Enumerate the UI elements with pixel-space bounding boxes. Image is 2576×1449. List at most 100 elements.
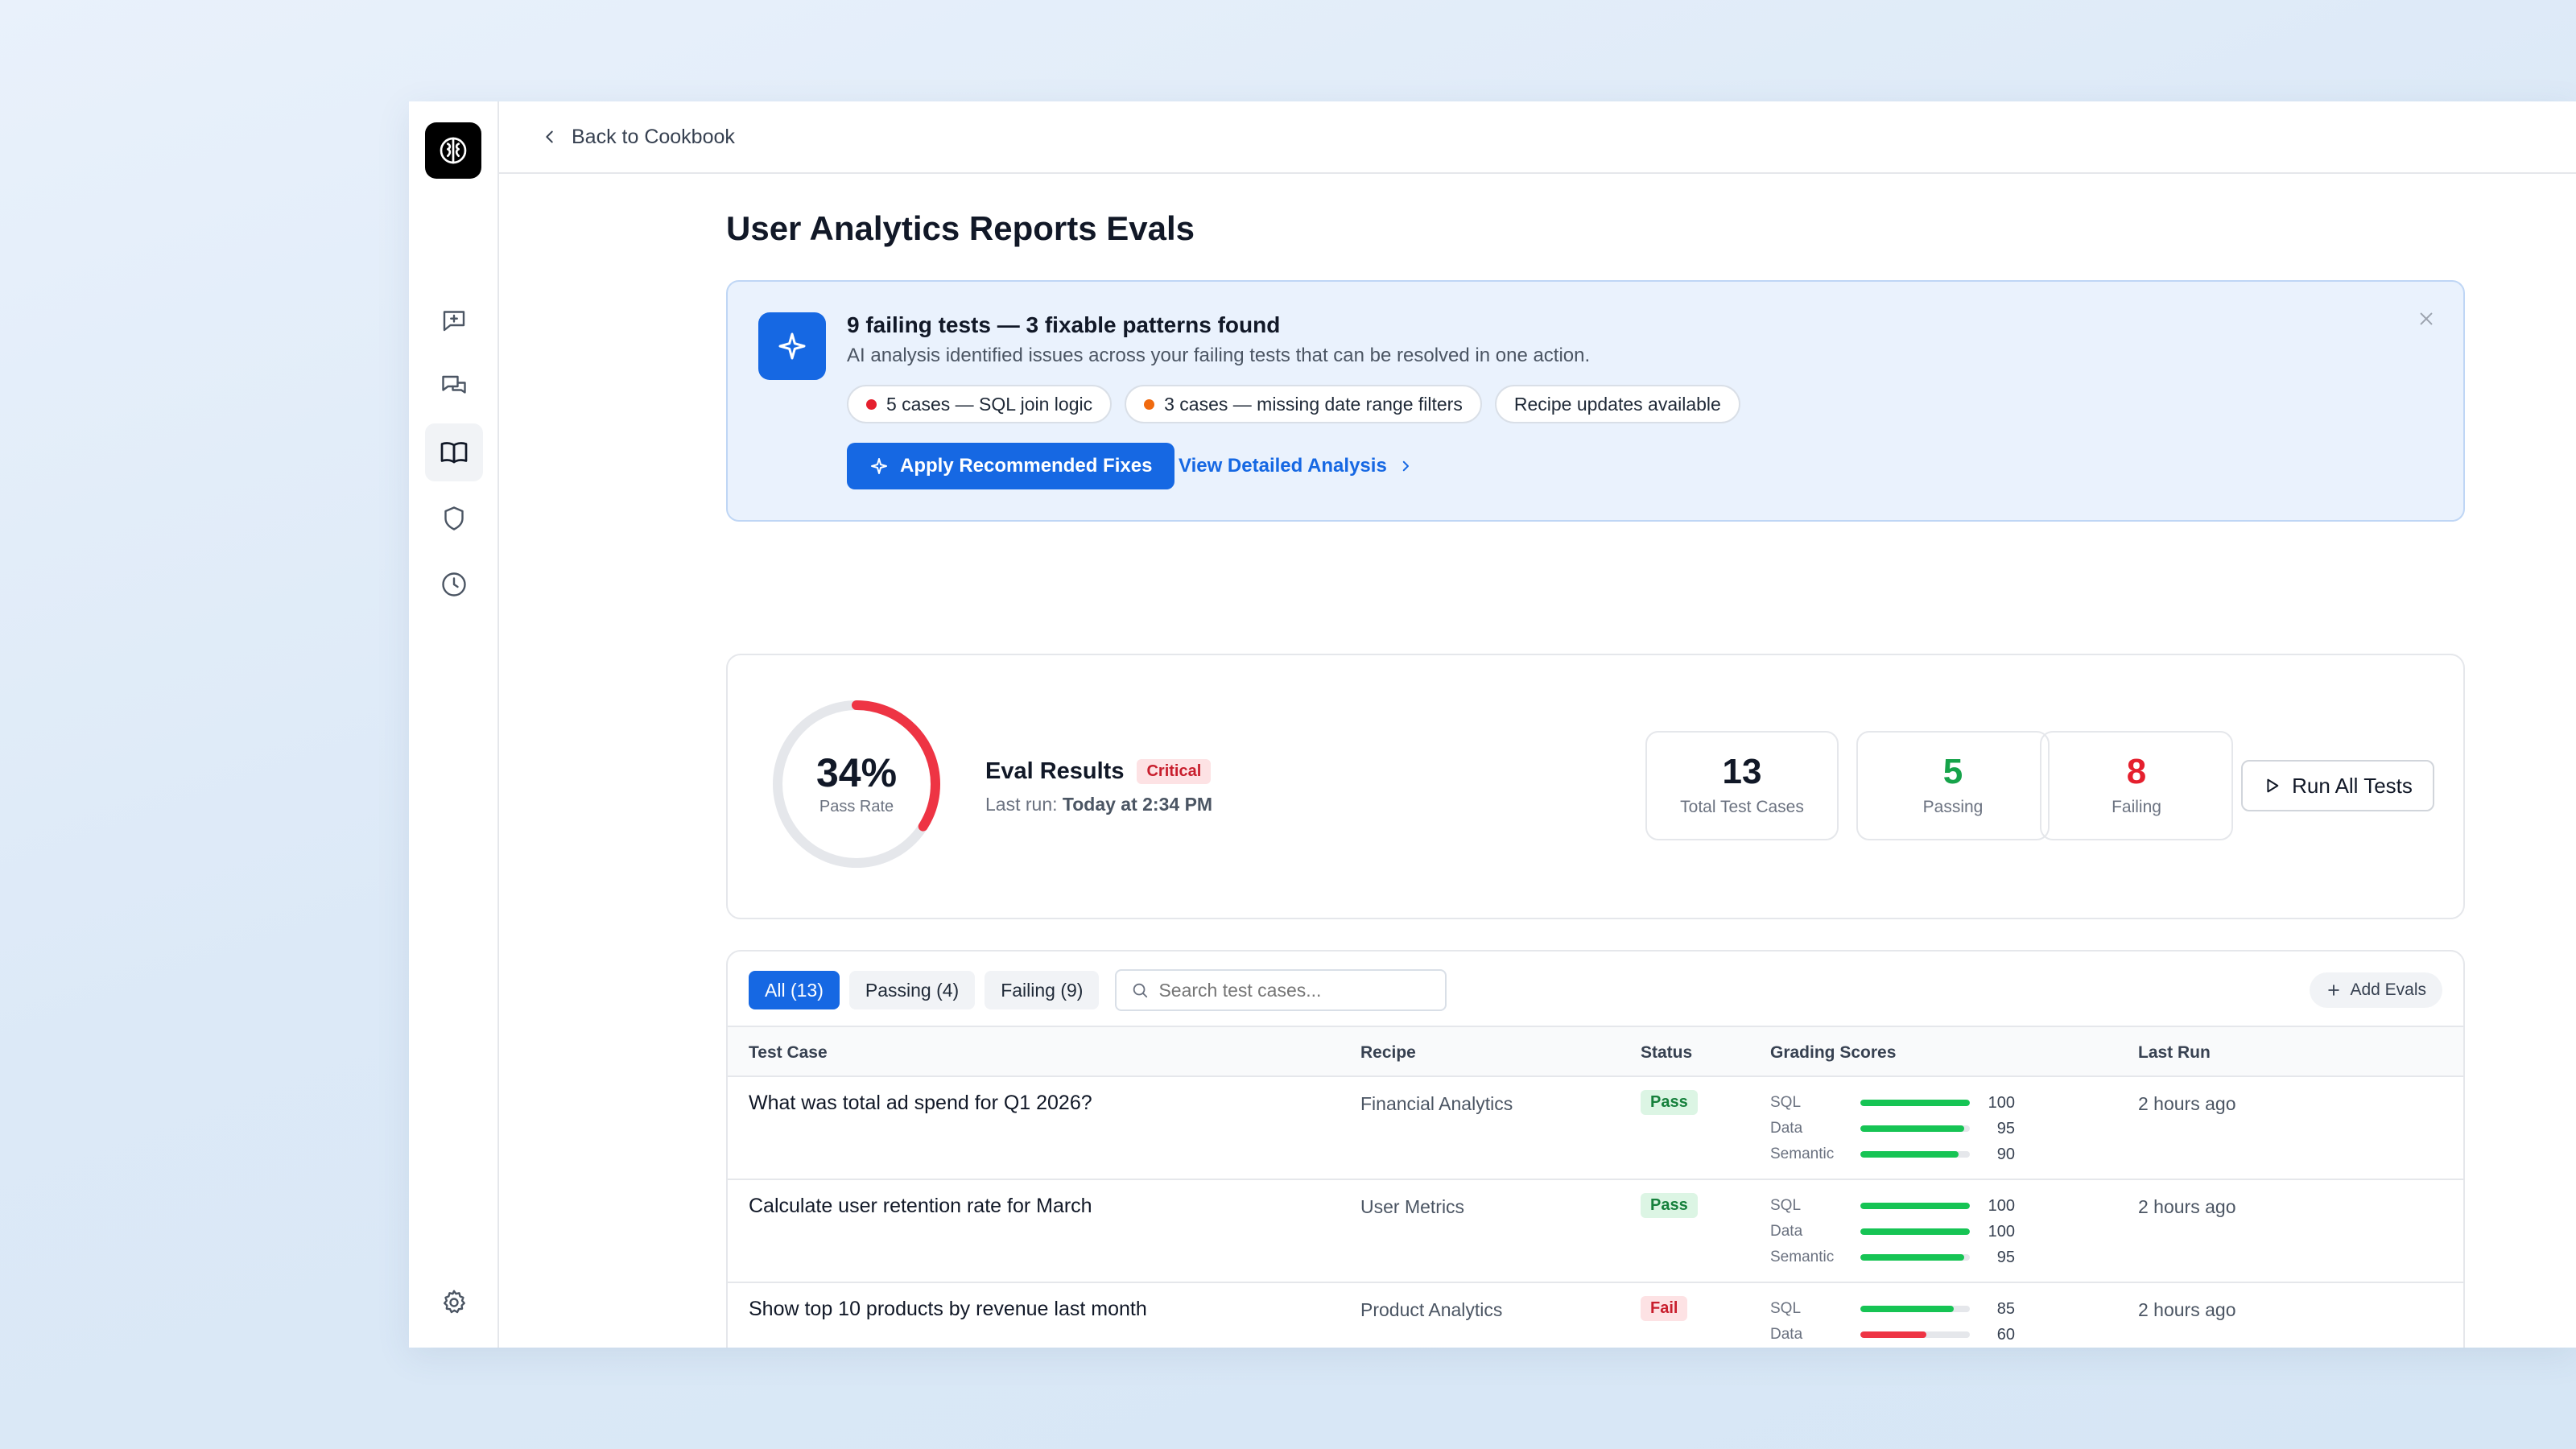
expand-sidebar-icon[interactable] <box>425 1340 483 1348</box>
score-bar <box>1860 1228 1970 1235</box>
header-status[interactable]: Status <box>1641 1043 1693 1062</box>
add-evals-label: Add Evals <box>2350 980 2426 999</box>
last-run-text: Last run: Today at 2:34 PM <box>985 794 1212 815</box>
stat-failing-value: 8 <box>2126 752 2147 791</box>
grading-scores: SQL 85 Data 60 Semantic 75 <box>1770 1296 2036 1348</box>
score-value: 90 <box>1996 1145 2015 1163</box>
score-bar-fill <box>1860 1331 1926 1338</box>
score-bar-fill <box>1860 1254 1965 1261</box>
score-row: Data 100 <box>1770 1219 2036 1245</box>
score-row: Data 60 <box>1770 1322 2036 1348</box>
conversations-icon[interactable] <box>425 357 483 415</box>
recipe-name: Financial Analytics <box>1360 1093 1513 1114</box>
recipe-name: Product Analytics <box>1360 1299 1503 1320</box>
tab-failing[interactable]: Failing (9) <box>985 971 1100 1009</box>
test-case-name[interactable]: What was total ad spend for Q1 2026? <box>749 1092 1092 1114</box>
score-bar-fill <box>1860 1203 1970 1209</box>
gear-icon[interactable] <box>425 1274 483 1331</box>
status-badge: Fail <box>1641 1296 1688 1321</box>
score-value: 95 <box>1996 1119 2015 1137</box>
add-evals-button[interactable]: Add Evals <box>2310 972 2442 1008</box>
score-bar-fill <box>1860 1306 1954 1312</box>
run-all-tests-button[interactable]: Run All Tests <box>2241 760 2434 811</box>
tab-passing[interactable]: Passing (4) <box>848 971 976 1009</box>
shield-icon[interactable] <box>425 489 483 547</box>
new-chat-icon[interactable] <box>425 291 483 349</box>
chip-label: Recipe updates available <box>1513 393 1721 415</box>
header-grading-scores[interactable]: Grading Scores <box>1770 1043 1897 1062</box>
main-content: User Analytics Reports Evals 9 failing t… <box>499 174 2576 1348</box>
header-last-run[interactable]: Last Run <box>2138 1043 2211 1062</box>
stat-passing-label: Passing <box>1922 798 1984 816</box>
tab-all[interactable]: All (13) <box>749 971 840 1009</box>
score-value: 60 <box>1996 1325 2015 1344</box>
results-title: Eval Results <box>985 758 1125 784</box>
score-bar-fill <box>1860 1125 1965 1132</box>
test-case-name[interactable]: Calculate user retention rate for March <box>749 1195 1092 1217</box>
header-test-case[interactable]: Test Case <box>749 1043 828 1062</box>
stat-failing: 8 Failing <box>2040 731 2233 840</box>
orange-dot-icon <box>1144 398 1155 410</box>
issue-chip[interactable]: 5 cases — SQL join logic <box>847 385 1113 423</box>
score-row: SQL 100 <box>1770 1193 2036 1219</box>
banner-title: 9 failing tests — 3 fixable patterns fou… <box>847 312 1281 337</box>
score-bar <box>1860 1306 1970 1312</box>
plus-icon <box>2328 985 2340 996</box>
stat-passing: 5 Passing <box>1856 731 2050 840</box>
issue-chip[interactable]: 3 cases — missing date range filters <box>1125 385 1482 423</box>
brain-logo-icon[interactable] <box>425 122 481 179</box>
score-value: 95 <box>1996 1248 2015 1266</box>
back-link-label: Back to Cookbook <box>572 125 735 148</box>
score-bar <box>1860 1203 1970 1209</box>
search-icon <box>1133 983 1148 998</box>
test-cases-card: All (13) Passing (4) Failing (9) Add Eva… <box>726 950 2465 1348</box>
sidebar <box>409 101 499 1348</box>
score-bar <box>1860 1254 1970 1261</box>
score-value: 85 <box>1996 1299 2015 1318</box>
score-row: Data 95 <box>1770 1116 2036 1141</box>
header-recipe[interactable]: Recipe <box>1360 1043 1416 1062</box>
close-icon[interactable] <box>2412 304 2441 333</box>
table-row[interactable]: Show top 10 products by revenue last mon… <box>728 1283 2463 1348</box>
score-value: 100 <box>1988 1196 2015 1215</box>
pass-rate-donut <box>773 700 940 868</box>
status-cell: Fail <box>1641 1296 1688 1321</box>
view-analysis-label: View Detailed Analysis <box>1179 455 1387 477</box>
grading-scores: SQL 100 Data 100 Semantic 95 <box>1770 1193 2036 1270</box>
stat-total-value: 13 <box>1722 752 1762 791</box>
stat-failing-label: Failing <box>2112 798 2161 816</box>
last-run-time: 2 hours ago <box>2138 1299 2236 1320</box>
issue-chip[interactable]: Recipe updates available <box>1494 385 1740 423</box>
history-clock-icon[interactable] <box>425 555 483 613</box>
score-name: Data <box>1770 1223 1803 1240</box>
score-bar <box>1860 1331 1970 1338</box>
score-bar-fill <box>1860 1228 1970 1235</box>
sparkle-icon <box>758 312 826 380</box>
chevron-left-icon <box>546 130 553 143</box>
table-row[interactable]: What was total ad spend for Q1 2026? Fin… <box>728 1077 2463 1180</box>
run-all-tests-label: Run All Tests <box>2292 773 2413 798</box>
table-header: Test Case Recipe Status Grading Scores L… <box>728 1026 2463 1077</box>
back-to-cookbook-link[interactable]: Back to Cookbook <box>541 126 735 149</box>
cookbook-icon[interactable] <box>425 423 483 481</box>
red-dot-icon <box>866 398 877 410</box>
test-case-name[interactable]: Show top 10 products by revenue last mon… <box>749 1298 1147 1320</box>
score-name: SQL <box>1770 1197 1802 1214</box>
pass-rate-arc <box>773 700 940 868</box>
view-analysis-link[interactable]: View Detailed Analysis <box>1179 443 1413 489</box>
sparkle-icon <box>871 458 887 474</box>
status-cell: Pass <box>1641 1193 1698 1218</box>
last-run-time: 2 hours ago <box>2138 1093 2236 1114</box>
chevron-right-icon <box>1402 460 1409 472</box>
pass-rate-label: Pass Rate <box>819 797 894 815</box>
page-title: User Analytics Reports Evals <box>726 209 1195 247</box>
search-input[interactable] <box>1158 979 1425 1001</box>
score-value: 100 <box>1988 1222 2015 1241</box>
status-badge: Critical <box>1137 759 1212 784</box>
score-bar <box>1860 1125 1970 1132</box>
grading-scores: SQL 100 Data 95 Semantic 90 <box>1770 1090 2036 1167</box>
table-row[interactable]: Calculate user retention rate for March … <box>728 1180 2463 1283</box>
pass-rate-value: 34% <box>815 749 898 795</box>
apply-fixes-button[interactable]: Apply Recommended Fixes <box>847 443 1175 489</box>
last-run-prefix: Last run: <box>985 794 1058 815</box>
